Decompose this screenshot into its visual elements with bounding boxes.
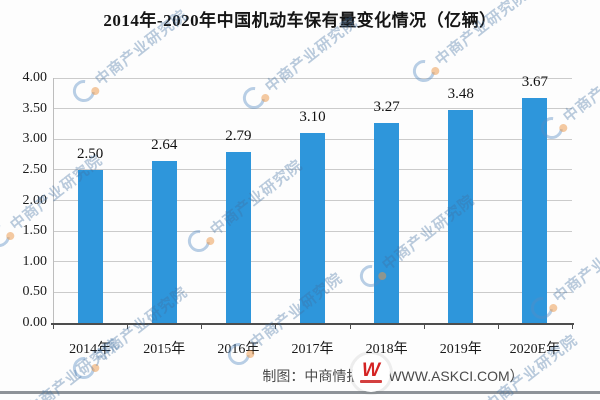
watermark-text: 中商产业研究院 — [550, 224, 600, 306]
y-axis-tick-label: 1.50 — [22, 223, 48, 239]
chart-title: 2014年-2020年中国机动车保有量变化情况（亿辆） — [103, 11, 497, 30]
y-axis-tick-label: 2.00 — [22, 192, 48, 208]
gridline — [53, 108, 572, 110]
bar — [225, 152, 251, 323]
y-axis-line — [53, 78, 54, 323]
bottom-divider — [0, 391, 600, 394]
x-axis-category-label: 2020E年 — [509, 342, 561, 357]
bar-value-label: 3.27 — [373, 98, 400, 115]
askci-logo-dot — [557, 122, 569, 134]
bar-value-label: 2.50 — [76, 145, 104, 162]
gridline — [53, 77, 572, 79]
bar-value-label: 3.48 — [447, 85, 474, 102]
bar-value-label: 2.64 — [151, 137, 178, 154]
askci-logo-dot — [89, 362, 101, 374]
y-axis-tick-label: 4.00 — [22, 70, 48, 85]
x-axis-tick — [127, 324, 129, 329]
askci-logo-icon — [408, 55, 441, 87]
bar — [77, 169, 103, 323]
x-axis-category-label: 2018年 — [365, 342, 408, 357]
bar — [448, 109, 474, 323]
askci-logo-dot — [89, 85, 101, 97]
x-axis-tick — [201, 324, 203, 329]
x-axis-category-label: 2015年 — [143, 342, 186, 357]
bar-value-label: 3.10 — [299, 109, 326, 126]
source-caption: 制图：中商情报网（WWW.ASKCI.COM） — [262, 368, 524, 384]
askci-logo-dot — [204, 235, 216, 247]
bar — [300, 133, 325, 323]
watermark-text: 中商产业研究院 — [207, 157, 306, 239]
y-axis-tick-label: 3.50 — [22, 100, 48, 116]
x-axis-category-label: 2017年 — [291, 342, 334, 357]
askci-logo-icon — [68, 75, 101, 107]
w-logo-letter: W — [362, 360, 380, 381]
bar — [374, 122, 400, 323]
askci-logo-dot — [547, 302, 559, 314]
askci-logo-dot — [259, 92, 271, 104]
bar-value-label: 3.67 — [521, 74, 549, 91]
x-axis-line — [51, 323, 574, 325]
bar — [151, 161, 177, 323]
x-axis-tick — [275, 324, 277, 329]
x-axis-tick — [572, 324, 573, 329]
y-axis-tick-label: 0.50 — [22, 284, 48, 300]
bar-value-label: 2.79 — [225, 128, 252, 145]
x-axis-tick — [53, 324, 54, 329]
x-axis-tick — [349, 324, 351, 329]
x-axis-category-label: 2019年 — [439, 342, 482, 357]
x-axis-tick — [497, 324, 499, 329]
bar — [522, 98, 548, 323]
y-axis-tick-label: 2.50 — [22, 161, 48, 177]
w-logo-subtext — [360, 380, 382, 383]
y-axis-tick-label: 0.00 — [22, 315, 48, 330]
y-axis-tick-label: 3.00 — [22, 131, 48, 147]
askci-logo-dot — [429, 65, 441, 77]
x-axis-category-label: 2014年 — [69, 342, 112, 357]
w-watermark-logo: W — [352, 354, 390, 392]
y-axis-tick-label: 1.00 — [22, 253, 48, 269]
x-axis-category-label: 2016年 — [217, 342, 260, 357]
x-axis-tick — [423, 324, 425, 329]
